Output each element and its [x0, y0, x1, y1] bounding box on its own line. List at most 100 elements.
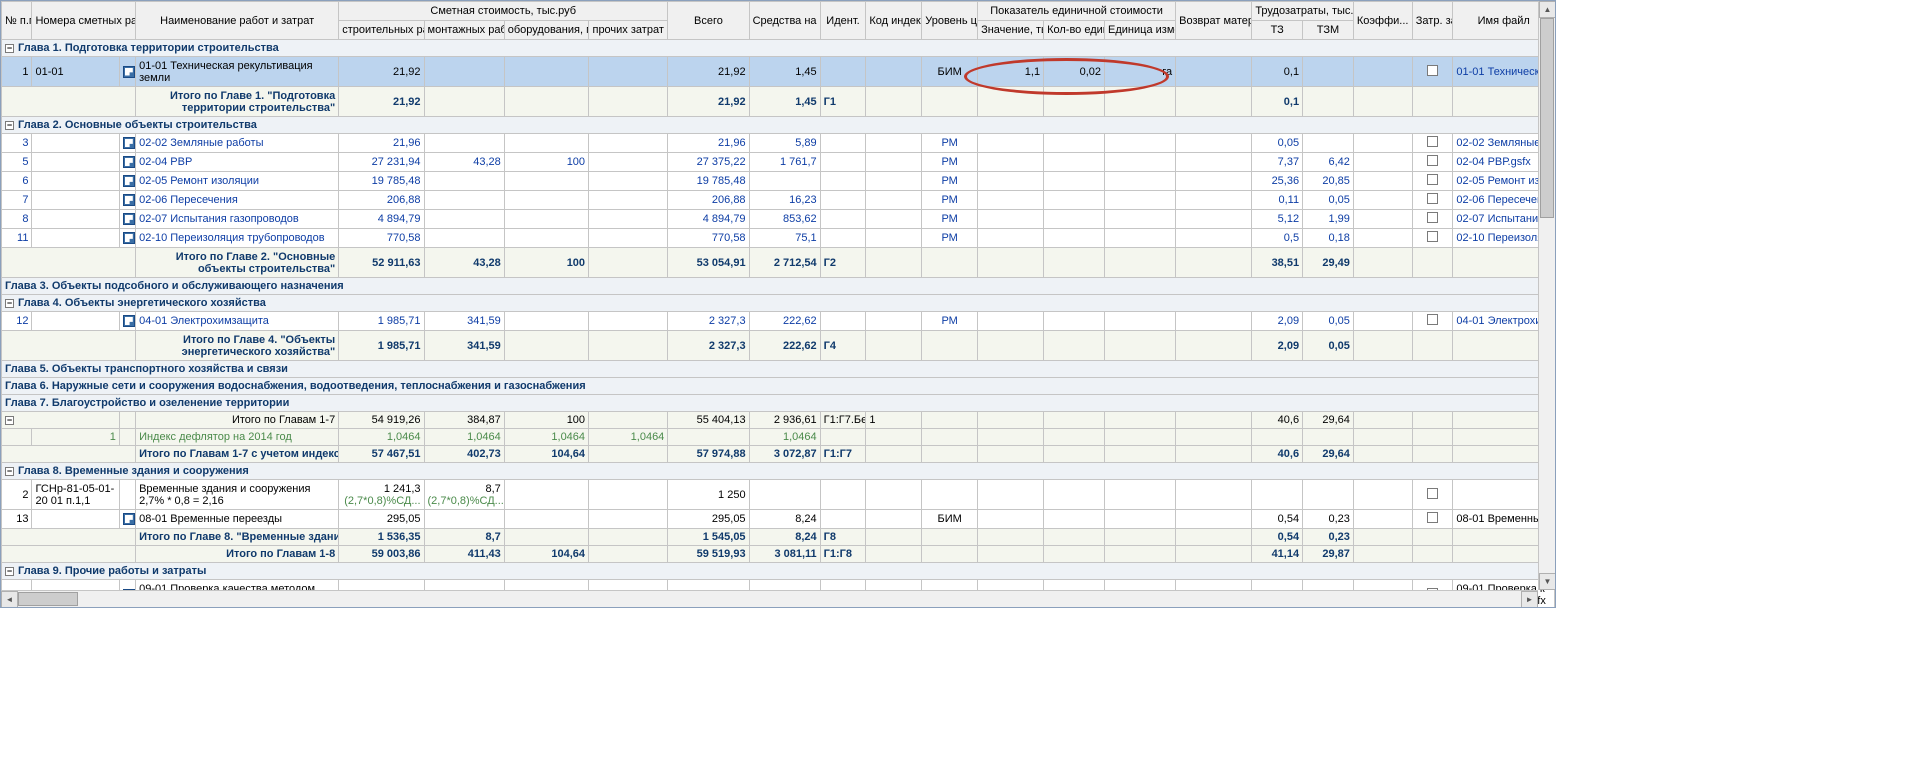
group-row[interactable]: −Глава 4. Объекты энергетического хозяйс… — [2, 295, 1555, 312]
col-npp[interactable]: № п.п — [2, 2, 32, 40]
active-cell[interactable] — [504, 57, 588, 87]
cell-icon[interactable] — [119, 134, 135, 153]
table-row[interactable]: 13 08-01 Временные переезды 295,05 295,0… — [2, 510, 1555, 529]
checkbox-icon[interactable] — [1427, 512, 1438, 523]
checkbox-icon[interactable] — [1427, 193, 1438, 204]
group-row[interactable]: Глава 7. Благоустройство и озеленение те… — [2, 395, 1555, 412]
cell: БИМ — [922, 510, 978, 529]
cell: 0,54 — [1252, 529, 1303, 546]
col-mounting[interactable]: монтажных работ — [424, 21, 504, 40]
cell: 222,62 — [749, 331, 820, 361]
col-cost-group[interactable]: Сметная стоимость, тыс.руб — [339, 2, 668, 21]
cell: 206,88 — [668, 191, 749, 210]
checkbox-icon[interactable] — [1427, 488, 1438, 499]
cell: 54 919,26 — [339, 412, 424, 429]
group-row[interactable]: −Глава 2. Основные объекты строительства — [2, 117, 1555, 134]
col-tz[interactable]: ТЗ — [1252, 21, 1303, 40]
col-labor-pay[interactable]: Средства на оплату труда, — [749, 2, 820, 40]
table-row[interactable]: 2 ГСНр-81-05-01-20 01 п.1,1 Временные зд… — [2, 480, 1555, 510]
subtotal-row[interactable]: Итого по Главам 1-8 59 003,86 411,43 104… — [2, 546, 1555, 563]
col-value[interactable]: Значение, тыс.руб — [978, 21, 1044, 40]
scroll-down-icon[interactable]: ▼ — [1539, 573, 1556, 590]
scroll-thumb[interactable] — [1540, 18, 1554, 218]
col-coef[interactable]: Коэффи... кратности — [1353, 2, 1412, 40]
estimate-grid[interactable]: № п.п Номера сметных расчетов и смет Наи… — [0, 0, 1556, 608]
col-code[interactable]: Номера сметных расчетов и смет — [32, 2, 136, 40]
col-return[interactable]: Возврат материалов — [1176, 2, 1252, 40]
collapse-icon[interactable]: − — [5, 567, 14, 576]
col-total[interactable]: Всего — [668, 2, 749, 40]
scroll-thumb[interactable] — [18, 592, 78, 606]
subtotal-row[interactable]: Итого по Главе 4. "Объекты энергетическо… — [2, 331, 1555, 361]
col-price-level[interactable]: Уровень цен — [922, 2, 978, 40]
cell-chk[interactable] — [1412, 57, 1453, 87]
checkbox-icon[interactable] — [1427, 65, 1438, 76]
col-qty[interactable]: Кол-во единиц — [1044, 21, 1105, 40]
table-row[interactable]: 3 02-02 Земляные работы 21,96 21,96 5,89… — [2, 134, 1555, 153]
cell-name[interactable]: 02-07 Испытания газопроводов — [136, 210, 339, 229]
doc-icon — [123, 513, 135, 525]
scroll-up-icon[interactable]: ▲ — [1539, 1, 1556, 18]
cell-icon[interactable] — [119, 57, 135, 87]
collapse-icon[interactable]: − — [5, 44, 14, 53]
group-label: Глава 2. Основные объекты строительства — [18, 119, 257, 131]
checkbox-icon[interactable] — [1427, 155, 1438, 166]
group-row[interactable]: −Глава 9. Прочие работы и затраты — [2, 563, 1555, 580]
checkbox-icon[interactable] — [1427, 174, 1438, 185]
col-equipment[interactable]: оборудования, мебели, — [504, 21, 588, 40]
col-unit[interactable]: Единица измерения — [1105, 21, 1176, 40]
scrollbar-vertical[interactable]: ▲ ▼ — [1538, 1, 1555, 590]
col-unit-cost-group[interactable]: Показатель единичной стоимости — [978, 2, 1176, 21]
col-construction[interactable]: строительных работ — [339, 21, 424, 40]
group-row[interactable]: Глава 5. Объекты транспортного хозяйства… — [2, 361, 1555, 378]
cell: Г1:Г7.Бе — [820, 412, 866, 429]
subtotal-row[interactable]: Итого по Главе 8. "Временные здания и со… — [2, 529, 1555, 546]
table-row[interactable]: 6 02-05 Ремонт изоляции 19 785,48 19 785… — [2, 172, 1555, 191]
cell-name[interactable]: 02-04 РВР — [136, 153, 339, 172]
collapse-icon[interactable]: − — [5, 299, 14, 308]
col-index-code[interactable]: Код индекса — [866, 2, 922, 40]
scroll-left-icon[interactable]: ◄ — [1, 591, 18, 608]
subtotal-row[interactable]: Итого по Главам 1-7 с учетом индекса 57 … — [2, 446, 1555, 463]
total-row[interactable]: − Итого по Главам 1-7 54 919,26 384,87 1… — [2, 412, 1555, 429]
scroll-right-icon[interactable]: ► — [1521, 591, 1538, 608]
col-client[interactable]: Затр. зак-ка — [1412, 2, 1453, 40]
group-row[interactable]: Глава 3. Объекты подсобного и обслуживаю… — [2, 278, 1555, 295]
cell: 0,05 — [1252, 134, 1303, 153]
checkbox-icon[interactable] — [1427, 136, 1438, 147]
col-other[interactable]: прочих затрат — [589, 21, 668, 40]
cell — [820, 57, 866, 87]
cell: 770,58 — [339, 229, 424, 248]
collapse-icon[interactable]: − — [5, 121, 14, 130]
col-ident[interactable]: Идент. — [820, 2, 866, 40]
col-tzm[interactable]: ТЗМ — [1303, 21, 1354, 40]
scrollbar-horizontal[interactable]: ◄ ► — [1, 590, 1538, 607]
col-labor-group[interactable]: Трудозатраты, тыс.чел/час — [1252, 2, 1354, 21]
cell-name[interactable]: 04-01 Электрохимзащита — [136, 312, 339, 331]
cell-name[interactable]: 02-05 Ремонт изоляции — [136, 172, 339, 191]
collapse-icon[interactable]: − — [5, 416, 14, 425]
checkbox-icon[interactable] — [1427, 314, 1438, 325]
table-row[interactable]: 1 01-01 01-01 Техническая рекультивация … — [2, 57, 1555, 87]
table-row[interactable]: 12 04-01 Электрохимзащита 1 985,71 341,5… — [2, 312, 1555, 331]
checkbox-icon[interactable] — [1427, 212, 1438, 223]
cell: 40,6 — [1252, 446, 1303, 463]
cell: РМ — [922, 191, 978, 210]
cell-name[interactable]: 02-02 Земляные работы — [136, 134, 339, 153]
group-row[interactable]: Глава 6. Наружные сети и сооружения водо… — [2, 378, 1555, 395]
subtotal-row[interactable]: Итого по Главе 1. "Подготовка территории… — [2, 87, 1555, 117]
col-name[interactable]: Наименование работ и затрат — [136, 2, 339, 40]
subtotal-row[interactable]: Итого по Главе 2. "Основные объекты стро… — [2, 248, 1555, 278]
group-row[interactable]: −Глава 8. Временные здания и сооружения — [2, 463, 1555, 480]
table-row[interactable]: 7 02-06 Пересечения 206,88 206,88 16,23 … — [2, 191, 1555, 210]
table-row[interactable]: 11 02-10 Переизоляция трубопроводов 770,… — [2, 229, 1555, 248]
cell-name[interactable]: 02-06 Пересечения — [136, 191, 339, 210]
cell: 402,73 — [424, 446, 504, 463]
table-row[interactable]: 5 02-04 РВР 27 231,94 43,28 100 27 375,2… — [2, 153, 1555, 172]
index-row[interactable]: 1 Индекс дефлятор на 2014 год 1,0464 1,0… — [2, 429, 1555, 446]
table-row[interactable]: 8 02-07 Испытания газопроводов 4 894,79 … — [2, 210, 1555, 229]
group-row[interactable]: −Глава 1. Подготовка территории строител… — [2, 40, 1555, 57]
cell-name[interactable]: 02-10 Переизоляция трубопроводов — [136, 229, 339, 248]
checkbox-icon[interactable] — [1427, 231, 1438, 242]
collapse-icon[interactable]: − — [5, 467, 14, 476]
